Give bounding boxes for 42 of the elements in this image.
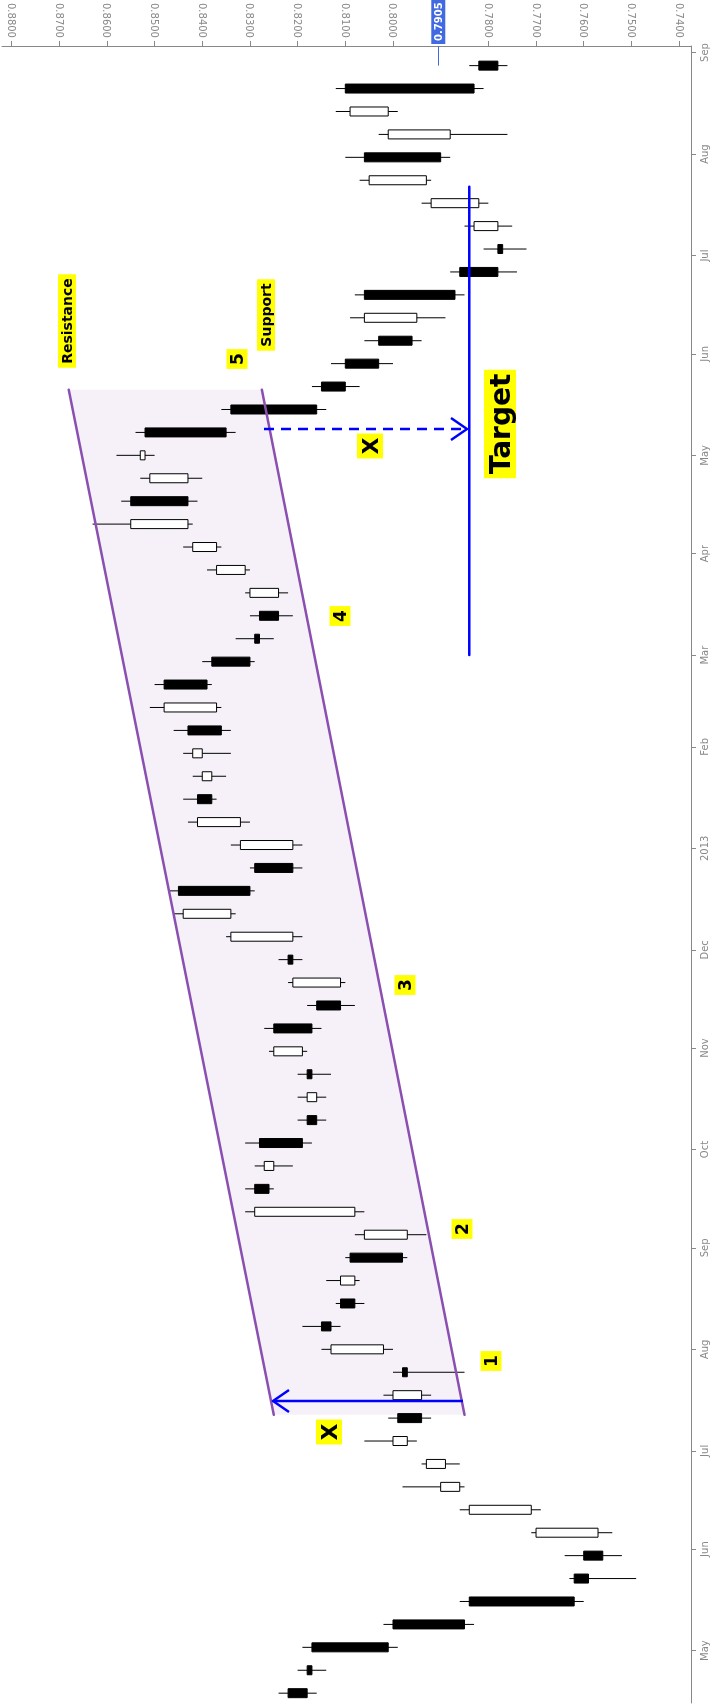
y-tick-label: Jun bbox=[698, 346, 710, 363]
y-tick-label: Jul bbox=[698, 249, 710, 263]
x-tick-label: 0.7400 bbox=[673, 2, 685, 38]
x-tick-label: 0.8300 bbox=[244, 2, 256, 38]
y-tick-label: Nov bbox=[698, 1038, 710, 1058]
y-tick-label: Feb bbox=[698, 737, 710, 756]
x-tick-label: 0.8200 bbox=[292, 2, 304, 38]
annotation: 3 bbox=[395, 979, 415, 991]
y-tick-label: May bbox=[698, 444, 710, 466]
y-tick-label: Dec bbox=[698, 940, 710, 960]
ref-line-label: 0.7905 bbox=[432, 2, 444, 41]
y-tick-label: Mar bbox=[698, 644, 710, 665]
y-tick-label: May bbox=[698, 1640, 710, 1661]
y-tick-label: Aug bbox=[698, 1339, 710, 1360]
y-tick-label: 2013 bbox=[698, 835, 710, 862]
annotation: Support bbox=[258, 283, 274, 347]
x-tick-label: 0.7700 bbox=[530, 2, 542, 38]
annotation: 4 bbox=[330, 609, 350, 622]
y-tick-label: Oct bbox=[698, 1140, 710, 1159]
x-tick-label: 0.7800 bbox=[482, 2, 494, 38]
y-tick-label: Sep bbox=[698, 1238, 710, 1258]
y-tick-label: Aug bbox=[698, 144, 710, 164]
x-tick-label: 0.8500 bbox=[149, 2, 161, 38]
y-tick-label: Jul bbox=[698, 1444, 710, 1458]
y-tick-label: Jun bbox=[698, 1541, 710, 1558]
annotation: X bbox=[316, 1423, 342, 1441]
x-tick-label: 0.8400 bbox=[196, 2, 208, 38]
annotation: 2 bbox=[452, 1223, 472, 1235]
annotation: 1 bbox=[481, 1355, 501, 1367]
annotation: Resistance bbox=[59, 278, 75, 364]
x-tick-label: 0.7500 bbox=[625, 2, 637, 38]
x-tick-label: 0.8100 bbox=[339, 2, 351, 38]
x-tick-label: 0.8700 bbox=[53, 2, 65, 38]
x-tick-label: 0.8800 bbox=[6, 2, 18, 38]
x-tick-label: 0.8600 bbox=[101, 2, 113, 38]
y-tick-label: Sep bbox=[698, 43, 710, 62]
annotation: X bbox=[357, 437, 383, 455]
annotation: Target bbox=[483, 373, 517, 475]
x-tick-label: 0.8000 bbox=[387, 2, 399, 38]
y-tick-label: Apr bbox=[698, 544, 710, 563]
annotation: 5 bbox=[227, 353, 247, 365]
x-tick-label: 0.7600 bbox=[578, 2, 590, 38]
